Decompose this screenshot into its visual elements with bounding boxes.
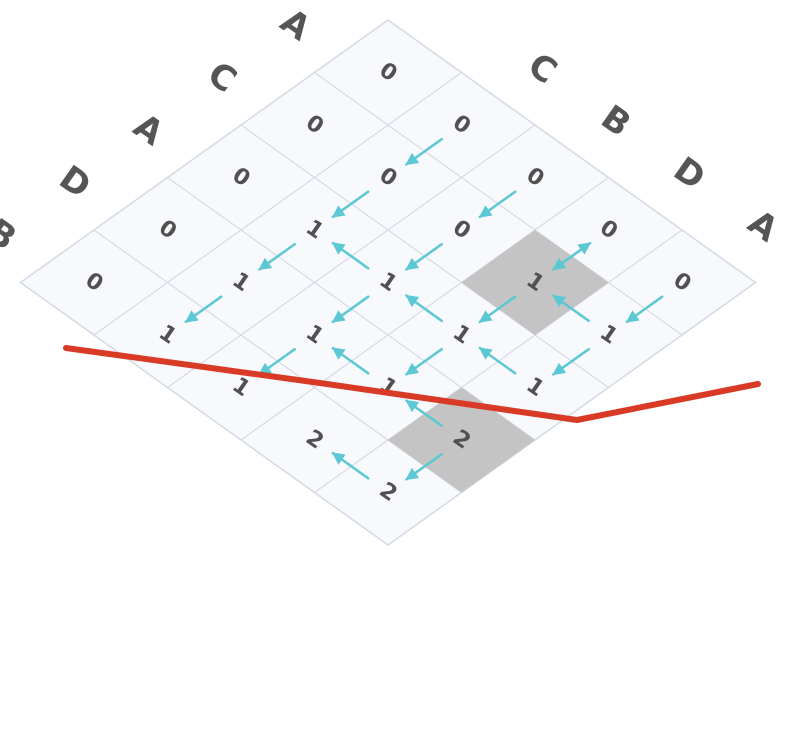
dp-arrow [405,137,443,166]
trace-line [63,345,761,423]
sequence-top-letter: B [0,211,23,259]
sequence-top-letter: A [126,106,171,154]
dp-arrow [331,451,370,480]
dp-arrow [553,241,592,270]
dp-arrow [405,242,443,271]
dp-arrow [331,346,370,375]
dp-arrow [184,295,223,324]
sequence-side-letter: C [521,45,564,92]
dp-arrow [478,346,517,375]
sequence-side-letter: A [741,202,786,250]
dp-arrow [478,295,517,324]
dp-arrow [258,347,296,376]
dp-arrow [258,242,296,271]
sequence-top-letter: C [200,54,243,101]
dp-arrow [405,294,443,323]
dp-arrow [405,347,443,376]
dp-arrow [552,294,590,323]
dp-arrow [405,452,443,481]
sequence-side-letter: B [594,97,638,145]
dp-arrow [478,190,517,219]
dp-arrow [331,295,370,324]
dp-arrow [405,399,443,428]
sequence-top-letter: D [52,158,98,207]
sequence-side-letter: D [666,149,712,198]
trace-line-path [63,345,761,423]
arrows [184,137,664,481]
sequence-top-letter: A [273,1,318,49]
dp-arrow [331,190,370,219]
dp-arrow [331,241,370,270]
dp-arrow [625,295,664,324]
dp-arrow [552,347,590,376]
